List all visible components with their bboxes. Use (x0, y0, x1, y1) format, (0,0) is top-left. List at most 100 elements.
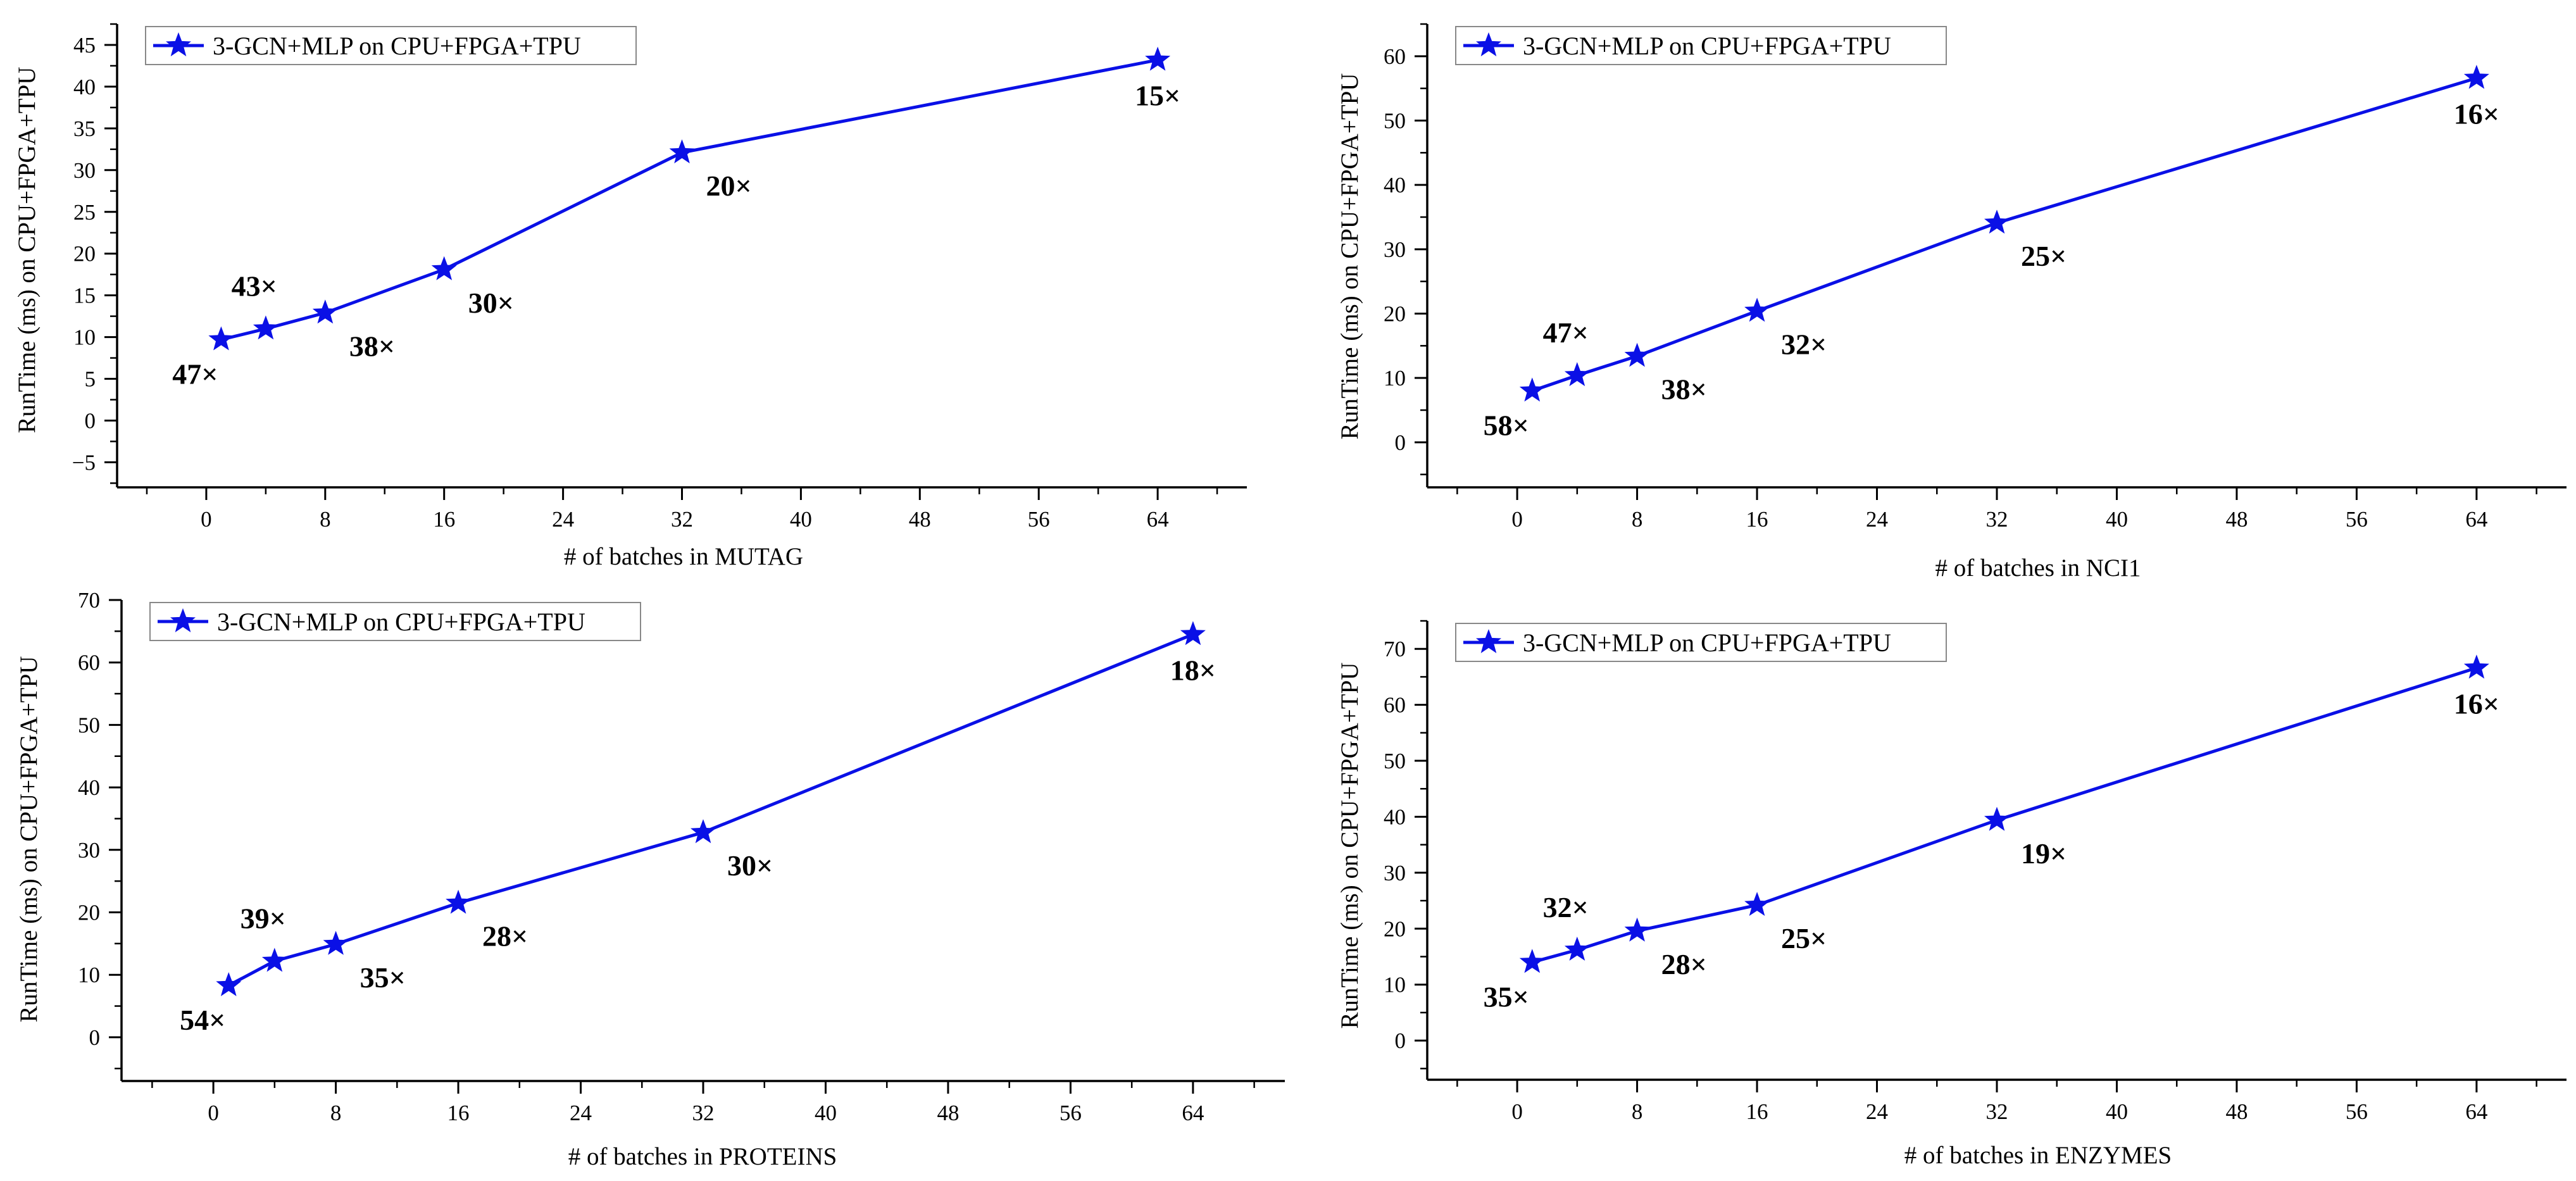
x-tick-label: 8 (330, 1101, 342, 1125)
y-tick-label: 50 (78, 713, 100, 737)
data-point-star (253, 315, 278, 340)
speedup-label: 47× (172, 358, 218, 391)
y-tick-label: 60 (1384, 693, 1406, 718)
data-point-star (1744, 892, 1770, 916)
legend-box (149, 602, 641, 641)
chart-proteins: RunTime (ms) on CPU+FPGA+TPU # of batche… (15, 588, 1285, 1170)
y-tick-label: 25 (73, 200, 96, 225)
legend: 3-GCN+MLP on CPU+FPGA+TPU (1455, 623, 1947, 662)
series-line (220, 58, 1158, 342)
x-axis-title: # of batches in PROTEINS (568, 1143, 837, 1170)
speedup-label: 25× (2021, 240, 2066, 272)
speedup-label: 18× (1170, 654, 1216, 686)
data-point-star (216, 972, 242, 996)
y-tick-label: 30 (1384, 861, 1406, 885)
y-tick-label: 0 (89, 1025, 101, 1050)
y-axis-title: RunTime (ms) on CPU+FPGA+TPU (15, 656, 42, 1023)
y-tick-label: 35 (73, 116, 96, 141)
y-tick-label: 20 (78, 901, 100, 925)
data-point-star (208, 326, 234, 351)
y-tick-label: 60 (1384, 44, 1406, 69)
speedup-label: 43× (232, 270, 277, 302)
x-tick-label: 40 (815, 1101, 837, 1125)
x-tick-label: 0 (1511, 507, 1523, 532)
y-tick-label: 15 (73, 284, 96, 308)
y-tick-label: 45 (73, 33, 96, 58)
y-axis-title: RunTime (ms) on CPU+FPGA+TPU (1336, 663, 1363, 1029)
y-tick-label: 10 (1384, 973, 1406, 997)
x-axis-title: # of batches in ENZYMES (1904, 1142, 2172, 1169)
speedup-label: 35× (1484, 980, 1529, 1013)
speedup-label: 25× (1781, 922, 1827, 954)
y-tick-label: 50 (1384, 749, 1406, 773)
x-tick-label: 0 (208, 1101, 219, 1125)
x-tick-label: 48 (937, 1101, 959, 1125)
legend-star-icon (170, 608, 196, 632)
y-tick-label: 10 (78, 963, 100, 987)
speedup-label: 32× (1781, 328, 1827, 360)
y-tick-label: 0 (85, 408, 96, 433)
y-tick-label: 50 (1384, 109, 1406, 134)
y-tick-label: 70 (78, 588, 100, 613)
y-tick-label: 60 (78, 651, 100, 675)
data-point-star (2463, 65, 2489, 89)
x-tick-label: 32 (671, 507, 693, 532)
x-tick-label: 24 (1866, 507, 1888, 532)
x-tick-label: 40 (2106, 507, 2128, 532)
data-point-star (1564, 936, 1590, 961)
speedup-label: 47× (1543, 316, 1589, 349)
x-tick-label: 16 (433, 507, 455, 532)
speedup-label: 28× (1661, 948, 1707, 980)
speedup-label: 54× (180, 1004, 225, 1036)
y-tick-label: 10 (73, 325, 96, 350)
speedup-label: 28× (482, 920, 528, 953)
y-tick-label: −5 (72, 450, 96, 475)
y-axis-title: RunTime (ms) on CPU+FPGA+TPU (13, 67, 41, 434)
y-tick-label: 10 (1384, 366, 1406, 391)
data-point-star (261, 947, 287, 972)
x-tick-label: 8 (320, 507, 331, 532)
speedup-label: 38× (349, 330, 395, 362)
y-axis-title: RunTime (ms) on CPU+FPGA+TPU (1336, 73, 1363, 440)
x-tick-label: 16 (1746, 507, 1768, 532)
speedup-label: 20× (706, 170, 752, 202)
x-tick-label: 16 (447, 1101, 470, 1125)
legend: 3-GCN+MLP on CPU+FPGA+TPU (1455, 26, 1947, 65)
y-tick-label: 40 (1384, 804, 1406, 829)
x-tick-label: 32 (1986, 1099, 2008, 1124)
speedup-label: 19× (2021, 837, 2066, 870)
x-tick-label: 64 (2465, 507, 2487, 532)
y-tick-label: 40 (78, 775, 100, 800)
legend: 3-GCN+MLP on CPU+FPGA+TPU (149, 602, 641, 641)
y-tick-label: 70 (1384, 637, 1406, 661)
x-tick-label: 32 (1986, 507, 2008, 532)
speedup-label: 16× (2454, 687, 2499, 720)
data-point-star (1145, 46, 1171, 71)
data-point-star (312, 299, 338, 324)
speedup-label: 35× (360, 961, 406, 994)
data-point-star (1180, 621, 1206, 646)
data-point-star (323, 930, 349, 955)
data-point-star (1984, 209, 2010, 234)
x-tick-label: 40 (790, 507, 812, 532)
legend-label: 3-GCN+MLP on CPU+FPGA+TPU (1523, 628, 1891, 657)
y-tick-label: 20 (73, 242, 96, 266)
data-point-star (1519, 949, 1545, 973)
x-tick-label: 56 (2346, 507, 2368, 532)
speedup-label: 16× (2454, 97, 2499, 130)
chart-nci1: RunTime (ms) on CPU+FPGA+TPU # of batche… (1336, 23, 2567, 582)
x-tick-label: 0 (1511, 1099, 1523, 1124)
data-point-star (431, 256, 457, 280)
x-tick-label: 40 (2106, 1099, 2128, 1124)
speedup-label: 39× (241, 902, 286, 934)
speedup-label: 32× (1543, 891, 1589, 923)
y-tick-label: 0 (1395, 1028, 1406, 1053)
x-tick-label: 48 (909, 507, 931, 532)
data-point-star (669, 139, 695, 164)
x-tick-label: 48 (2225, 1099, 2248, 1124)
legend-label: 3-GCN+MLP on CPU+FPGA+TPU (213, 32, 581, 60)
x-tick-label: 56 (1060, 1101, 1082, 1125)
y-tick-label: 30 (1384, 237, 1406, 262)
x-axis-title: # of batches in MUTAG (564, 543, 803, 570)
y-tick-label: 20 (1384, 302, 1406, 327)
